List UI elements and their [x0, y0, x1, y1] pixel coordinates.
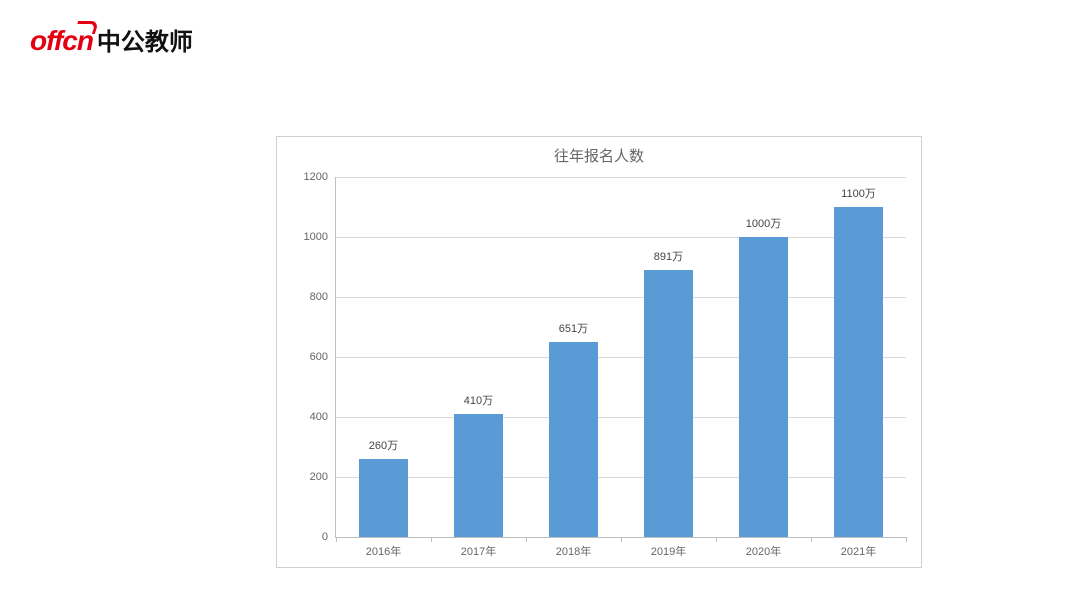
- gridline: [336, 417, 906, 418]
- bar-value-label: 1000万: [746, 215, 781, 237]
- x-tick-mark: [621, 537, 622, 542]
- bar-value-label: 260万: [369, 437, 398, 459]
- y-tick-label: 1200: [304, 171, 336, 183]
- x-tick-label: 2021年: [841, 537, 876, 559]
- x-tick-mark: [431, 537, 432, 542]
- x-tick-label: 2016年: [366, 537, 401, 559]
- registration-bar-chart: 往年报名人数 0200400600800100012002016年260万201…: [276, 136, 922, 568]
- x-tick-mark: [906, 537, 907, 542]
- bar-value-label: 410万: [464, 392, 493, 414]
- bar: 260万: [359, 459, 408, 537]
- x-tick-label: 2018年: [556, 537, 591, 559]
- gridline: [336, 177, 906, 178]
- y-tick-label: 0: [322, 531, 336, 543]
- logo-text: 中公教师: [97, 22, 193, 57]
- x-tick-mark: [716, 537, 717, 542]
- logo-mark: offcn: [30, 25, 93, 57]
- bar-value-label: 651万: [559, 320, 588, 342]
- y-tick-label: 200: [310, 471, 336, 483]
- bar: 1100万: [834, 207, 883, 537]
- x-tick-mark: [336, 537, 337, 542]
- x-tick-mark: [526, 537, 527, 542]
- x-tick-label: 2020年: [746, 537, 781, 559]
- x-tick-label: 2019年: [651, 537, 686, 559]
- gridline: [336, 357, 906, 358]
- gridline: [336, 297, 906, 298]
- brand-logo: offcn 中公教师: [30, 22, 193, 57]
- bar-value-label: 1100万: [841, 185, 876, 207]
- gridline: [336, 477, 906, 478]
- gridline: [336, 237, 906, 238]
- plot-inner: 0200400600800100012002016年260万2017年410万2…: [335, 177, 906, 538]
- bar: 891万: [644, 270, 693, 537]
- bar: 651万: [549, 342, 598, 537]
- y-tick-label: 800: [310, 291, 336, 303]
- plot-area: 0200400600800100012002016年260万2017年410万2…: [335, 177, 905, 537]
- x-tick-mark: [811, 537, 812, 542]
- bar: 410万: [454, 414, 503, 537]
- y-tick-label: 400: [310, 411, 336, 423]
- bar: 1000万: [739, 237, 788, 537]
- y-tick-label: 600: [310, 351, 336, 363]
- bar-value-label: 891万: [654, 248, 683, 270]
- y-tick-label: 1000: [304, 231, 336, 243]
- x-tick-label: 2017年: [461, 537, 496, 559]
- chart-title: 往年报名人数: [277, 145, 921, 166]
